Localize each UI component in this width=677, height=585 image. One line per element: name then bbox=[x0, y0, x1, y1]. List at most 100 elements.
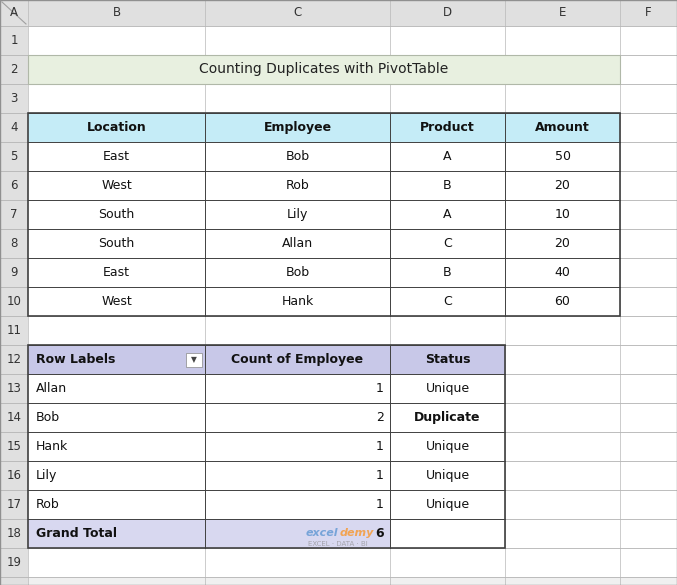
Text: 13: 13 bbox=[7, 382, 22, 395]
Text: Status: Status bbox=[424, 353, 471, 366]
Text: C: C bbox=[443, 237, 452, 250]
Text: 40: 40 bbox=[554, 266, 571, 279]
Text: demy: demy bbox=[340, 528, 374, 539]
Bar bbox=[28, 403, 205, 432]
Text: 50: 50 bbox=[554, 150, 571, 163]
Text: Unique: Unique bbox=[425, 382, 470, 395]
Text: 6: 6 bbox=[375, 527, 384, 540]
Bar bbox=[186, 353, 202, 366]
Text: A: A bbox=[10, 6, 18, 19]
Bar bbox=[505, 287, 620, 316]
Text: Count of Employee: Count of Employee bbox=[232, 353, 364, 366]
Text: 1: 1 bbox=[376, 382, 384, 395]
Bar bbox=[28, 287, 205, 316]
Bar bbox=[28, 113, 620, 316]
Text: EXCEL · DATA · BI: EXCEL · DATA · BI bbox=[308, 541, 368, 546]
Text: Grand Total: Grand Total bbox=[36, 527, 117, 540]
Bar bbox=[28, 113, 205, 142]
Text: Hank: Hank bbox=[36, 440, 68, 453]
Text: C: C bbox=[443, 295, 452, 308]
Text: Counting Duplicates with PivotTable: Counting Duplicates with PivotTable bbox=[199, 63, 449, 77]
Text: South: South bbox=[98, 237, 135, 250]
Bar bbox=[28, 461, 205, 490]
Text: Unique: Unique bbox=[425, 498, 470, 511]
Text: F: F bbox=[645, 6, 652, 19]
Bar bbox=[505, 258, 620, 287]
Text: 2: 2 bbox=[376, 411, 384, 424]
Text: Row Labels: Row Labels bbox=[36, 353, 115, 366]
Bar bbox=[205, 287, 390, 316]
Bar bbox=[205, 461, 390, 490]
Text: B: B bbox=[112, 6, 121, 19]
Text: B: B bbox=[443, 266, 452, 279]
Bar bbox=[28, 490, 205, 519]
Text: Rob: Rob bbox=[36, 498, 60, 511]
Bar bbox=[390, 374, 505, 403]
Text: A: A bbox=[443, 150, 452, 163]
Bar bbox=[390, 432, 505, 461]
Text: Bob: Bob bbox=[36, 411, 60, 424]
Text: West: West bbox=[101, 295, 132, 308]
Text: 11: 11 bbox=[7, 324, 22, 337]
Text: 1: 1 bbox=[376, 440, 384, 453]
Bar bbox=[505, 171, 620, 200]
Text: 8: 8 bbox=[10, 237, 18, 250]
Text: 60: 60 bbox=[554, 295, 571, 308]
Text: Unique: Unique bbox=[425, 469, 470, 482]
Bar bbox=[28, 200, 205, 229]
Text: 10: 10 bbox=[7, 295, 22, 308]
Text: 17: 17 bbox=[7, 498, 22, 511]
Text: 20: 20 bbox=[554, 237, 571, 250]
Text: Duplicate: Duplicate bbox=[414, 411, 481, 424]
Bar bbox=[28, 229, 205, 258]
Bar bbox=[28, 374, 205, 403]
Text: Employee: Employee bbox=[263, 121, 332, 134]
Bar bbox=[28, 142, 205, 171]
Bar bbox=[390, 258, 505, 287]
Bar bbox=[205, 258, 390, 287]
Text: D: D bbox=[443, 6, 452, 19]
Text: 15: 15 bbox=[7, 440, 22, 453]
Text: 1: 1 bbox=[10, 34, 18, 47]
Bar bbox=[390, 142, 505, 171]
Bar bbox=[28, 432, 205, 461]
Text: 7: 7 bbox=[10, 208, 18, 221]
Text: Lily: Lily bbox=[36, 469, 58, 482]
Text: C: C bbox=[293, 6, 302, 19]
Bar bbox=[0, 26, 28, 585]
Bar bbox=[205, 403, 390, 432]
Bar bbox=[205, 490, 390, 519]
Text: Amount: Amount bbox=[535, 121, 590, 134]
Text: E: E bbox=[559, 6, 566, 19]
Text: 1: 1 bbox=[376, 469, 384, 482]
Text: Rob: Rob bbox=[286, 179, 309, 192]
Text: 10: 10 bbox=[554, 208, 571, 221]
Text: A: A bbox=[443, 208, 452, 221]
Bar bbox=[0, 0, 677, 26]
Text: 2: 2 bbox=[10, 63, 18, 76]
Text: 4: 4 bbox=[10, 121, 18, 134]
Polygon shape bbox=[0, 0, 28, 26]
Bar bbox=[205, 113, 390, 142]
Bar bbox=[390, 490, 505, 519]
Text: 6: 6 bbox=[10, 179, 18, 192]
Text: Product: Product bbox=[420, 121, 475, 134]
Text: 5: 5 bbox=[10, 150, 18, 163]
Text: 18: 18 bbox=[7, 527, 22, 540]
Text: 16: 16 bbox=[7, 469, 22, 482]
Text: Bob: Bob bbox=[286, 150, 309, 163]
Text: 1: 1 bbox=[376, 498, 384, 511]
Bar bbox=[205, 171, 390, 200]
Text: Bob: Bob bbox=[286, 266, 309, 279]
Bar bbox=[205, 142, 390, 171]
Text: 20: 20 bbox=[554, 179, 571, 192]
Text: 12: 12 bbox=[7, 353, 22, 366]
Bar bbox=[28, 519, 205, 548]
Text: B: B bbox=[443, 179, 452, 192]
Bar bbox=[390, 345, 505, 374]
Text: 3: 3 bbox=[10, 92, 18, 105]
Text: excel: excel bbox=[305, 528, 338, 539]
Bar bbox=[390, 113, 505, 142]
Bar bbox=[28, 258, 205, 287]
Text: Allan: Allan bbox=[282, 237, 313, 250]
